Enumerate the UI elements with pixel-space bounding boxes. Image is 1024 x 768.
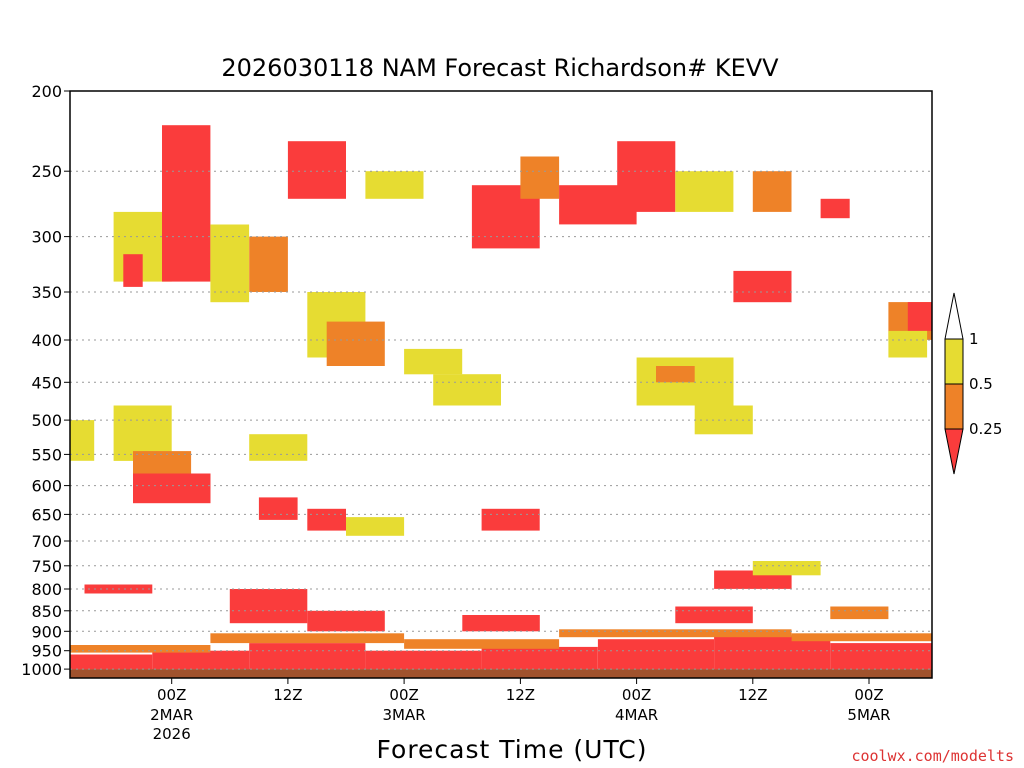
richardson-region-40 xyxy=(365,171,424,199)
richardson-region-34 xyxy=(162,125,211,282)
legend-swatch-0.25-0.5 xyxy=(944,383,964,430)
richardson-region-45 xyxy=(617,141,676,212)
richardson-region-35 xyxy=(210,224,250,303)
x-tick-label-1: 12Z xyxy=(273,686,302,704)
x-tick-label-2: 00Z xyxy=(389,686,418,704)
richardson-region-17 xyxy=(462,615,540,632)
x-tick-date-4: 4MAR xyxy=(615,706,658,724)
y-tick-label-750: 750 xyxy=(31,557,62,576)
richardson-region-43 xyxy=(520,156,560,199)
richardson-region-55 xyxy=(888,330,928,358)
richardson-region-48 xyxy=(656,366,695,383)
richardson-region-30 xyxy=(433,374,501,406)
chart-title: 2026030118 NAM Forecast Richardson# KEVV xyxy=(221,54,779,82)
y-tick-label-300: 300 xyxy=(31,228,62,247)
richardson-region-8 xyxy=(830,643,932,670)
color-legend: 1 0.5 0.25 xyxy=(944,292,1002,475)
x-tick-date-2: 3MAR xyxy=(383,706,426,724)
y-tick-label-250: 250 xyxy=(31,162,62,181)
richardson-region-18 xyxy=(675,606,753,624)
richardson-region-5 xyxy=(481,646,598,670)
y-tick-label-1000: 1000 xyxy=(21,660,62,679)
y-tick-label-200: 200 xyxy=(31,82,62,101)
richardson-region-51 xyxy=(752,171,792,212)
plot-area xyxy=(70,125,932,678)
legend-swatch-above-1 xyxy=(944,292,964,340)
richardson-region-2 xyxy=(152,650,250,670)
richardson-region-25 xyxy=(133,451,192,474)
legend-swatch-below-0.25 xyxy=(944,428,964,475)
richardson-region-24 xyxy=(133,473,211,504)
richardson-region-41 xyxy=(404,348,463,375)
richardson-region-28 xyxy=(307,508,346,531)
richardson-region-3 xyxy=(249,643,366,670)
richardson-region-6 xyxy=(597,639,715,670)
x-tick-date-6: 5MAR xyxy=(847,706,890,724)
y-tick-label-800: 800 xyxy=(31,580,62,599)
y-tick-label-500: 500 xyxy=(31,411,62,430)
plot-frame xyxy=(69,90,933,679)
richardson-region-13 xyxy=(791,633,932,642)
y-axis: 200 250 300 350 400 450 500 550 600 650 700 750 800 8… xyxy=(21,82,70,679)
richardson-region-10 xyxy=(210,633,405,644)
richardson-region-39 xyxy=(326,321,385,366)
legend-level-label-2: 0.25 xyxy=(969,420,1002,438)
richardson-region-50 xyxy=(733,270,792,303)
richardson-region-29 xyxy=(346,517,405,536)
richardson-region-46 xyxy=(675,171,734,212)
richardson-region-54 xyxy=(907,302,932,331)
richardson-region-33 xyxy=(123,254,143,287)
richardson-region-1 xyxy=(70,654,153,670)
y-tick-label-850: 850 xyxy=(31,602,62,621)
richardson-region-11 xyxy=(404,639,560,649)
richardson-region-9 xyxy=(70,645,211,653)
x-axis-label: Forecast Time (UTC) xyxy=(377,735,648,764)
y-tick-label-350: 350 xyxy=(31,283,62,302)
x-tick-label-5: 12Z xyxy=(738,686,767,704)
ground-band xyxy=(70,669,932,678)
y-tick-label-450: 450 xyxy=(31,373,62,392)
richardson-region-36 xyxy=(249,236,288,292)
y-tick-label-700: 700 xyxy=(31,532,62,551)
x-tick-label-3: 12Z xyxy=(506,686,535,704)
richardson-region-52 xyxy=(820,198,850,219)
richardson-region-21 xyxy=(830,606,889,620)
y-tick-label-550: 550 xyxy=(31,445,62,464)
richardson-region-12 xyxy=(559,629,792,638)
x-tick-label-4: 00Z xyxy=(622,686,651,704)
legend-swatch-0.5-1 xyxy=(944,338,964,385)
richardson-region-31 xyxy=(481,508,540,531)
x-tick-date-0: 2MAR xyxy=(150,706,193,724)
legend-level-label-0: 1 xyxy=(969,330,979,348)
y-tick-label-600: 600 xyxy=(31,477,62,496)
credit-text: coolwx.com/modelts xyxy=(851,747,1014,765)
x-tick-year-0: 2026 xyxy=(153,725,191,743)
x-tick-label-0: 00Z xyxy=(157,686,186,704)
legend-level-label-1: 0.5 xyxy=(969,375,993,393)
y-tick-label-950: 950 xyxy=(31,642,62,661)
y-tick-label-650: 650 xyxy=(31,505,62,524)
richardson-region-49 xyxy=(694,405,753,435)
richardson-region-37 xyxy=(287,141,346,199)
y-tick-label-400: 400 xyxy=(31,331,62,350)
richardson-region-4 xyxy=(365,650,482,670)
richardson-region-20 xyxy=(752,561,821,576)
y-tick-label-900: 900 xyxy=(31,622,62,641)
x-tick-label-6: 00Z xyxy=(854,686,883,704)
richardson-region-26 xyxy=(249,434,308,461)
richardson-region-27 xyxy=(258,497,298,520)
richardson-region-15 xyxy=(229,589,308,624)
richardson-region-16 xyxy=(307,610,385,632)
